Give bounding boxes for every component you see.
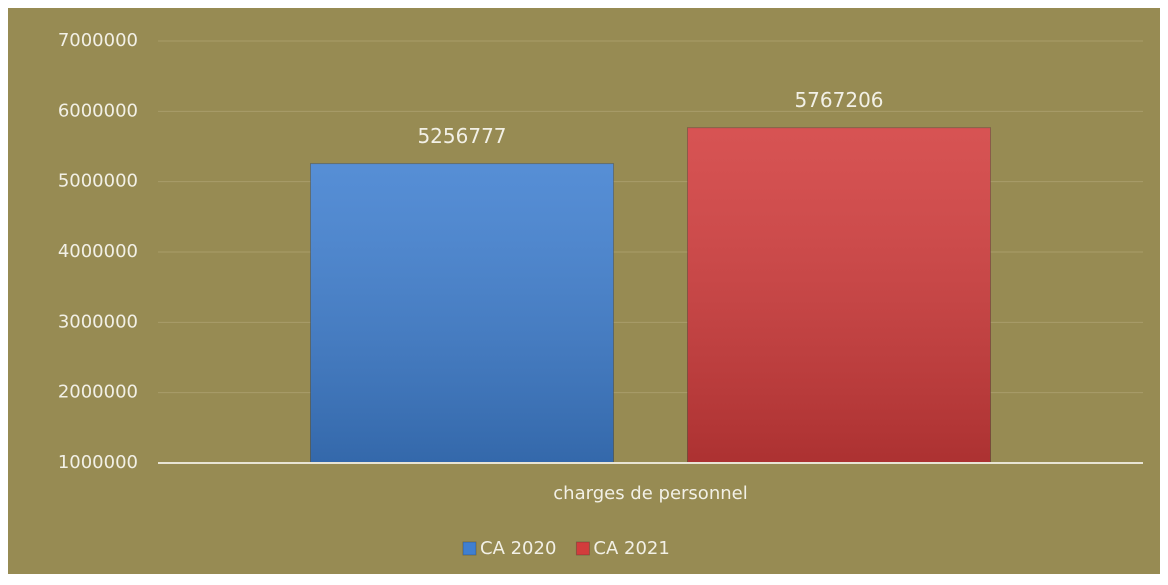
y-tick-label: 6000000 [58,100,138,121]
y-tick-label: 5000000 [58,171,138,192]
legend-swatch [462,541,477,556]
y-tick-label: 4000000 [58,241,138,262]
y-tick-label: 2000000 [58,382,138,403]
legend-label: CA 2021 [593,538,669,559]
data-label: 5767206 [794,88,883,112]
legend-swatch [575,541,590,556]
bar [310,163,614,464]
x-tick-label: charges de personnel [553,483,747,504]
bar [687,127,991,464]
y-tick-label: 7000000 [58,30,138,51]
legend-label: CA 2020 [480,538,556,559]
y-tick-label: 1000000 [58,452,138,473]
data-label: 5256777 [417,124,506,148]
y-tick-label: 3000000 [58,311,138,332]
